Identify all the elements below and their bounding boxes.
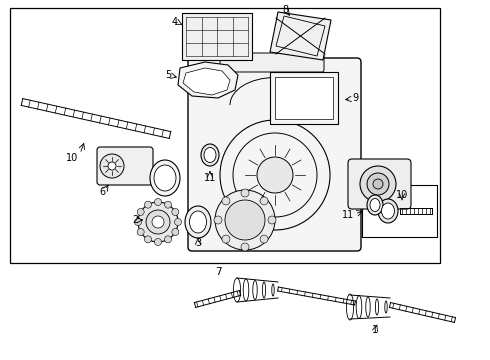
Circle shape [241, 189, 249, 197]
Ellipse shape [204, 148, 216, 162]
Circle shape [360, 166, 396, 202]
Circle shape [373, 179, 383, 189]
Circle shape [222, 235, 230, 243]
Ellipse shape [190, 211, 206, 233]
Circle shape [134, 219, 142, 225]
Circle shape [222, 197, 230, 205]
Circle shape [215, 190, 275, 250]
Circle shape [145, 201, 151, 208]
Text: 11: 11 [342, 210, 354, 220]
Circle shape [214, 216, 222, 224]
Circle shape [100, 154, 124, 178]
Text: 2: 2 [132, 215, 138, 225]
Text: 10: 10 [396, 190, 408, 200]
Circle shape [225, 200, 265, 240]
FancyBboxPatch shape [188, 58, 361, 251]
FancyBboxPatch shape [348, 159, 411, 209]
Text: 3: 3 [195, 238, 201, 248]
Ellipse shape [201, 144, 219, 166]
Ellipse shape [150, 160, 180, 196]
Circle shape [172, 208, 179, 216]
Circle shape [137, 229, 144, 235]
Circle shape [137, 208, 144, 216]
Bar [270, 72, 338, 124]
Circle shape [260, 235, 268, 243]
Circle shape [241, 243, 249, 251]
Text: 11: 11 [204, 173, 216, 183]
Ellipse shape [367, 195, 383, 215]
Bar [182, 13, 252, 60]
Ellipse shape [382, 203, 394, 219]
Text: 4: 4 [172, 17, 178, 27]
Circle shape [138, 202, 178, 242]
FancyBboxPatch shape [220, 53, 324, 72]
Bar [10, 8, 440, 263]
Text: 7: 7 [215, 267, 221, 277]
Circle shape [154, 238, 162, 246]
Text: 10: 10 [66, 153, 78, 163]
Ellipse shape [185, 206, 211, 238]
Circle shape [172, 229, 179, 235]
Text: 6: 6 [99, 187, 105, 197]
Bar [362, 185, 437, 237]
Circle shape [260, 197, 268, 205]
Circle shape [146, 210, 170, 234]
Circle shape [165, 201, 172, 208]
FancyBboxPatch shape [97, 147, 153, 185]
Circle shape [152, 216, 164, 228]
Circle shape [154, 198, 162, 206]
Ellipse shape [378, 199, 398, 223]
Text: 5: 5 [165, 70, 171, 80]
Ellipse shape [370, 198, 380, 211]
Circle shape [165, 236, 172, 243]
Polygon shape [178, 62, 238, 98]
Circle shape [268, 216, 276, 224]
Text: 1: 1 [372, 325, 378, 335]
Circle shape [108, 162, 116, 170]
Polygon shape [183, 68, 230, 95]
Circle shape [257, 157, 293, 193]
Circle shape [367, 173, 389, 195]
Circle shape [145, 236, 151, 243]
Ellipse shape [154, 165, 176, 191]
Text: 8: 8 [282, 5, 288, 15]
Text: 9: 9 [352, 93, 358, 103]
Polygon shape [270, 12, 331, 60]
Bar [275, 77, 333, 119]
Circle shape [174, 219, 181, 225]
